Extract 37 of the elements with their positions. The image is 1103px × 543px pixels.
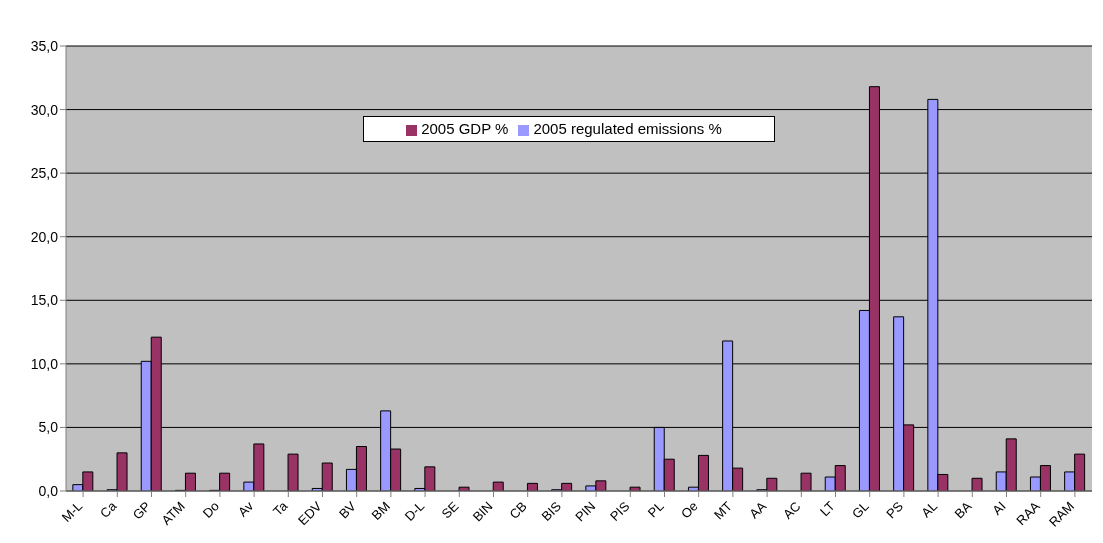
x-tick-label: RAA <box>1013 498 1044 529</box>
y-tick-label: 10,0 <box>30 355 59 372</box>
x-tick-label: AA <box>746 498 770 522</box>
legend-label: 2005 regulated emissions % <box>533 120 722 137</box>
x-tick-label: PL <box>644 498 667 521</box>
y-tick-label: 0,0 <box>38 482 59 499</box>
x-tick-label: M-L <box>58 498 86 525</box>
x-tick-label: GL <box>848 498 872 522</box>
x-tick-label: Do <box>199 498 223 521</box>
y-tick-label: 35,0 <box>30 37 59 54</box>
y-tick-label: 20,0 <box>30 228 59 245</box>
x-tick-label: Ta <box>270 497 291 519</box>
x-tick-label: BV <box>335 498 360 522</box>
x-tick-label: D-L <box>401 498 428 524</box>
legend-label: 2005 GDP % <box>421 120 509 137</box>
y-tick-label: 5,0 <box>38 419 59 436</box>
x-tick-label: MT <box>711 498 736 523</box>
x-tick-label: BIN <box>469 498 496 525</box>
x-tick-label: Av <box>235 498 257 520</box>
x-tick-label: CB <box>506 498 530 522</box>
x-tick-label: LT <box>816 498 838 520</box>
x-tick-label: AI <box>989 498 1009 518</box>
x-tick-label: BM <box>368 498 394 523</box>
x-tick-label: Ca <box>97 497 120 521</box>
x-tick-label: BA <box>951 498 975 522</box>
x-tick-label: SE <box>438 498 462 522</box>
x-tick-label: AC <box>780 498 804 522</box>
x-tick-label: GP <box>129 498 154 523</box>
y-tick-label: 15,0 <box>30 292 59 309</box>
x-tick-label: Oe <box>677 498 701 522</box>
x-tick-label: BIS <box>538 498 565 524</box>
x-tick-label: PIN <box>572 498 599 525</box>
x-tick-label: PIS <box>606 498 633 524</box>
y-tick-label: 25,0 <box>30 165 59 182</box>
y-tick-label: 30,0 <box>30 101 59 118</box>
x-tick-label: PS <box>883 498 907 522</box>
x-tick-label: AL <box>918 498 941 521</box>
